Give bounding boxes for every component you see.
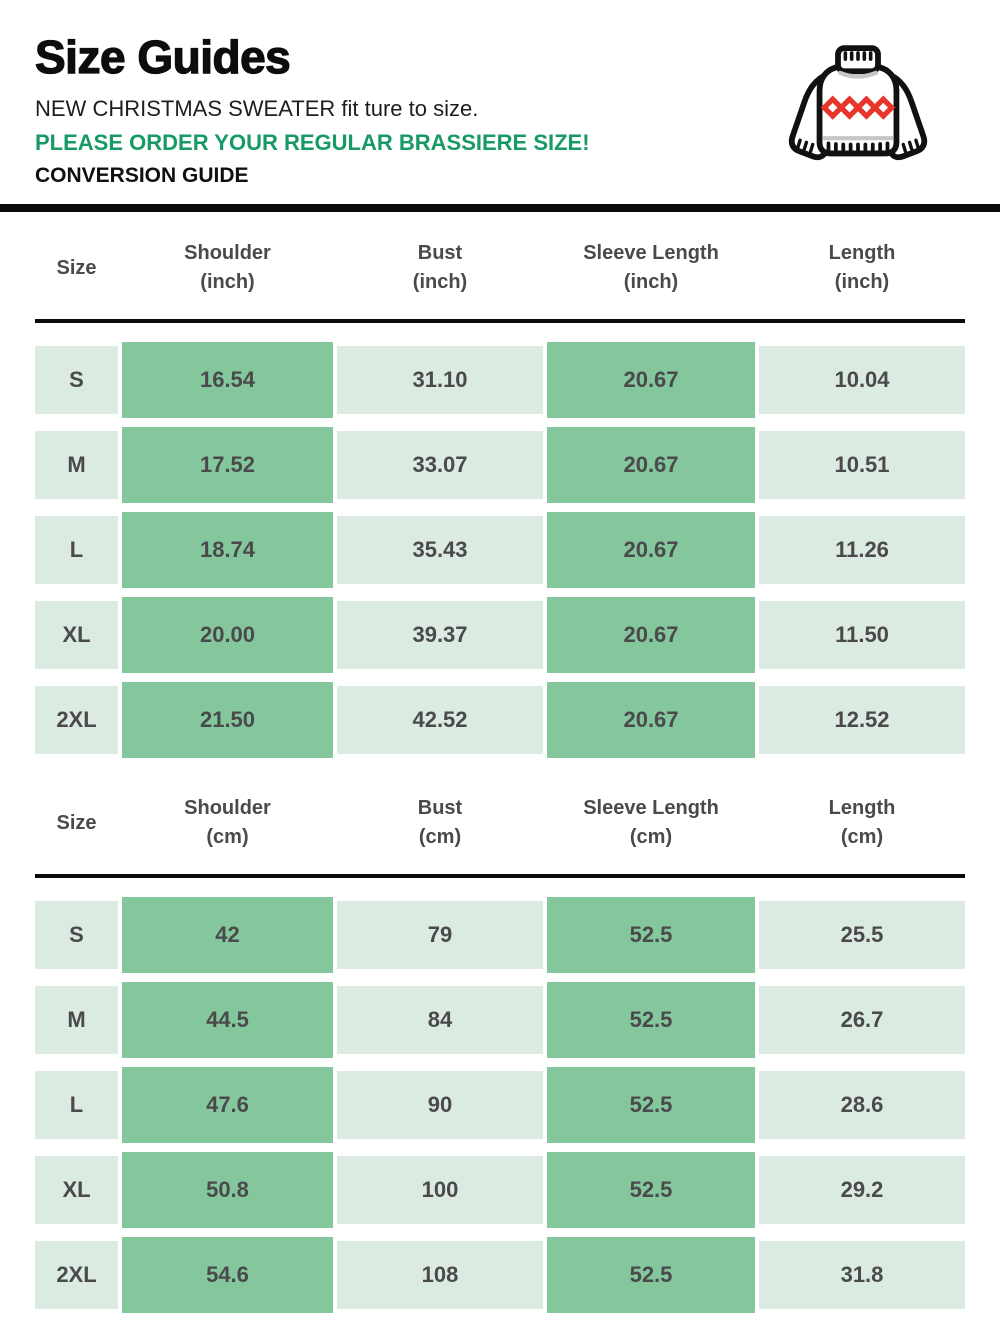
table-body: S 16.54 31.10 20.67 10.04 M 17.52 33.07 20.67 10.… bbox=[35, 342, 965, 758]
size-label: 2XL bbox=[35, 1241, 118, 1309]
table-body: S 42 79 52.5 25.5 M 44.5 84 52.5 26.7 L 47.6 90 52.5 2… bbox=[35, 897, 965, 1313]
diamond-pattern bbox=[820, 95, 896, 120]
measurement-value: 20.67 bbox=[547, 512, 755, 588]
measurement-value: 52.5 bbox=[547, 982, 755, 1058]
measurement-value: 16.54 bbox=[122, 342, 333, 418]
measurement-value: 20.00 bbox=[122, 597, 333, 673]
size-table-cm: Size Shoulder (cm) Bust (cm) Sleeve Length (cm… bbox=[35, 767, 965, 1313]
measurement-value: 31.8 bbox=[759, 1241, 965, 1309]
measurement-value: 17.52 bbox=[122, 427, 333, 503]
measurement-value: 28.6 bbox=[759, 1071, 965, 1139]
top-divider-bar bbox=[0, 204, 1000, 212]
measurement-value: 84 bbox=[337, 986, 543, 1054]
measurement-value: 18.74 bbox=[122, 512, 333, 588]
table-row-xl: XL 20.00 39.37 20.67 11.50 bbox=[35, 597, 965, 673]
measurement-value: 42 bbox=[122, 897, 333, 973]
measurement-value: 10.04 bbox=[759, 346, 965, 414]
column-header-sleeve-length: Sleeve Length (inch) bbox=[583, 242, 719, 293]
table-row-l: L 18.74 35.43 20.67 11.26 bbox=[35, 512, 965, 588]
table-header-rule bbox=[35, 319, 965, 323]
page-title: Size Guides bbox=[34, 31, 291, 83]
measurement-value: 11.50 bbox=[759, 601, 965, 669]
size-label: M bbox=[35, 431, 118, 499]
measurement-value: 31.10 bbox=[337, 346, 543, 414]
table-row-2xl: 2XL 21.50 42.52 20.67 12.52 bbox=[35, 682, 965, 758]
christmas-sweater-icon bbox=[788, 45, 928, 161]
table-header-row: Size Shoulder (inch) Bust (inch) Sleeve Lengt… bbox=[35, 212, 965, 319]
measurement-value: 52.5 bbox=[547, 897, 755, 973]
table-row-2xl: 2XL 54.6 108 52.5 31.8 bbox=[35, 1237, 965, 1313]
conversion-guide-label: CONVERSION GUIDE bbox=[35, 164, 249, 187]
column-header-size: Size bbox=[56, 811, 97, 834]
table-header-row: Size Shoulder (cm) Bust (cm) Sleeve Length (cm… bbox=[35, 767, 965, 874]
table-row-m: M 17.52 33.07 20.67 10.51 bbox=[35, 427, 965, 503]
size-table-inches: Size Shoulder (inch) Bust (inch) Sleeve Lengt… bbox=[35, 212, 965, 758]
measurement-value: 42.52 bbox=[337, 686, 543, 754]
column-header-length: Length (cm) bbox=[828, 797, 896, 848]
measurement-value: 47.6 bbox=[122, 1067, 333, 1143]
document-header: Size Guides NEW CHRISTMAS SWEATER fit tu… bbox=[34, 0, 965, 188]
measurement-value: 79 bbox=[337, 901, 543, 969]
measurement-value: 11.26 bbox=[759, 516, 965, 584]
measurement-value: 52.5 bbox=[547, 1067, 755, 1143]
measurement-value: 108 bbox=[337, 1241, 543, 1309]
table-row-l: L 47.6 90 52.5 28.6 bbox=[35, 1067, 965, 1143]
measurement-value: 90 bbox=[337, 1071, 543, 1139]
column-header-bust: Bust (inch) bbox=[412, 242, 468, 293]
measurement-value: 100 bbox=[337, 1156, 543, 1224]
size-label: 2XL bbox=[35, 686, 118, 754]
measurement-value: 54.6 bbox=[122, 1237, 333, 1313]
size-label: XL bbox=[35, 1156, 118, 1224]
measurement-value: 39.37 bbox=[337, 601, 543, 669]
measurement-value: 52.5 bbox=[547, 1152, 755, 1228]
measurement-value: 21.50 bbox=[122, 682, 333, 758]
size-label: M bbox=[35, 986, 118, 1054]
measurement-value: 12.52 bbox=[759, 686, 965, 754]
measurement-value: 20.67 bbox=[547, 342, 755, 418]
size-label: L bbox=[35, 516, 118, 584]
column-header-shoulder: Shoulder (inch) bbox=[184, 242, 271, 293]
measurement-value: 26.7 bbox=[759, 986, 965, 1054]
measurement-value: 29.2 bbox=[759, 1156, 965, 1224]
measurement-value: 35.43 bbox=[337, 516, 543, 584]
measurement-value: 50.8 bbox=[122, 1152, 333, 1228]
measurement-value: 10.51 bbox=[759, 431, 965, 499]
fit-subtitle: NEW CHRISTMAS SWEATER fit ture to size. bbox=[35, 96, 479, 121]
measurement-value: 20.67 bbox=[547, 682, 755, 758]
measurement-value: 25.5 bbox=[759, 901, 965, 969]
size-label: S bbox=[35, 346, 118, 414]
column-header-size: Size bbox=[56, 256, 97, 279]
size-label: S bbox=[35, 901, 118, 969]
measurement-value: 44.5 bbox=[122, 982, 333, 1058]
measurement-value: 33.07 bbox=[337, 431, 543, 499]
table-row-xl: XL 50.8 100 52.5 29.2 bbox=[35, 1152, 965, 1228]
table-row-m: M 44.5 84 52.5 26.7 bbox=[35, 982, 965, 1058]
order-notice: PLEASE ORDER YOUR REGULAR BRASSIERE SIZE… bbox=[35, 130, 590, 155]
table-row-s: S 42 79 52.5 25.5 bbox=[35, 897, 965, 973]
measurement-value: 52.5 bbox=[547, 1237, 755, 1313]
table-header-rule bbox=[35, 874, 965, 878]
size-label: XL bbox=[35, 601, 118, 669]
measurement-value: 20.67 bbox=[547, 597, 755, 673]
column-header-sleeve-length: Sleeve Length (cm) bbox=[583, 797, 719, 848]
table-row-s: S 16.54 31.10 20.67 10.04 bbox=[35, 342, 965, 418]
size-label: L bbox=[35, 1071, 118, 1139]
column-header-bust: Bust (cm) bbox=[417, 797, 463, 848]
column-header-length: Length (inch) bbox=[828, 242, 896, 293]
column-header-shoulder: Shoulder (cm) bbox=[184, 797, 271, 848]
measurement-value: 20.67 bbox=[547, 427, 755, 503]
